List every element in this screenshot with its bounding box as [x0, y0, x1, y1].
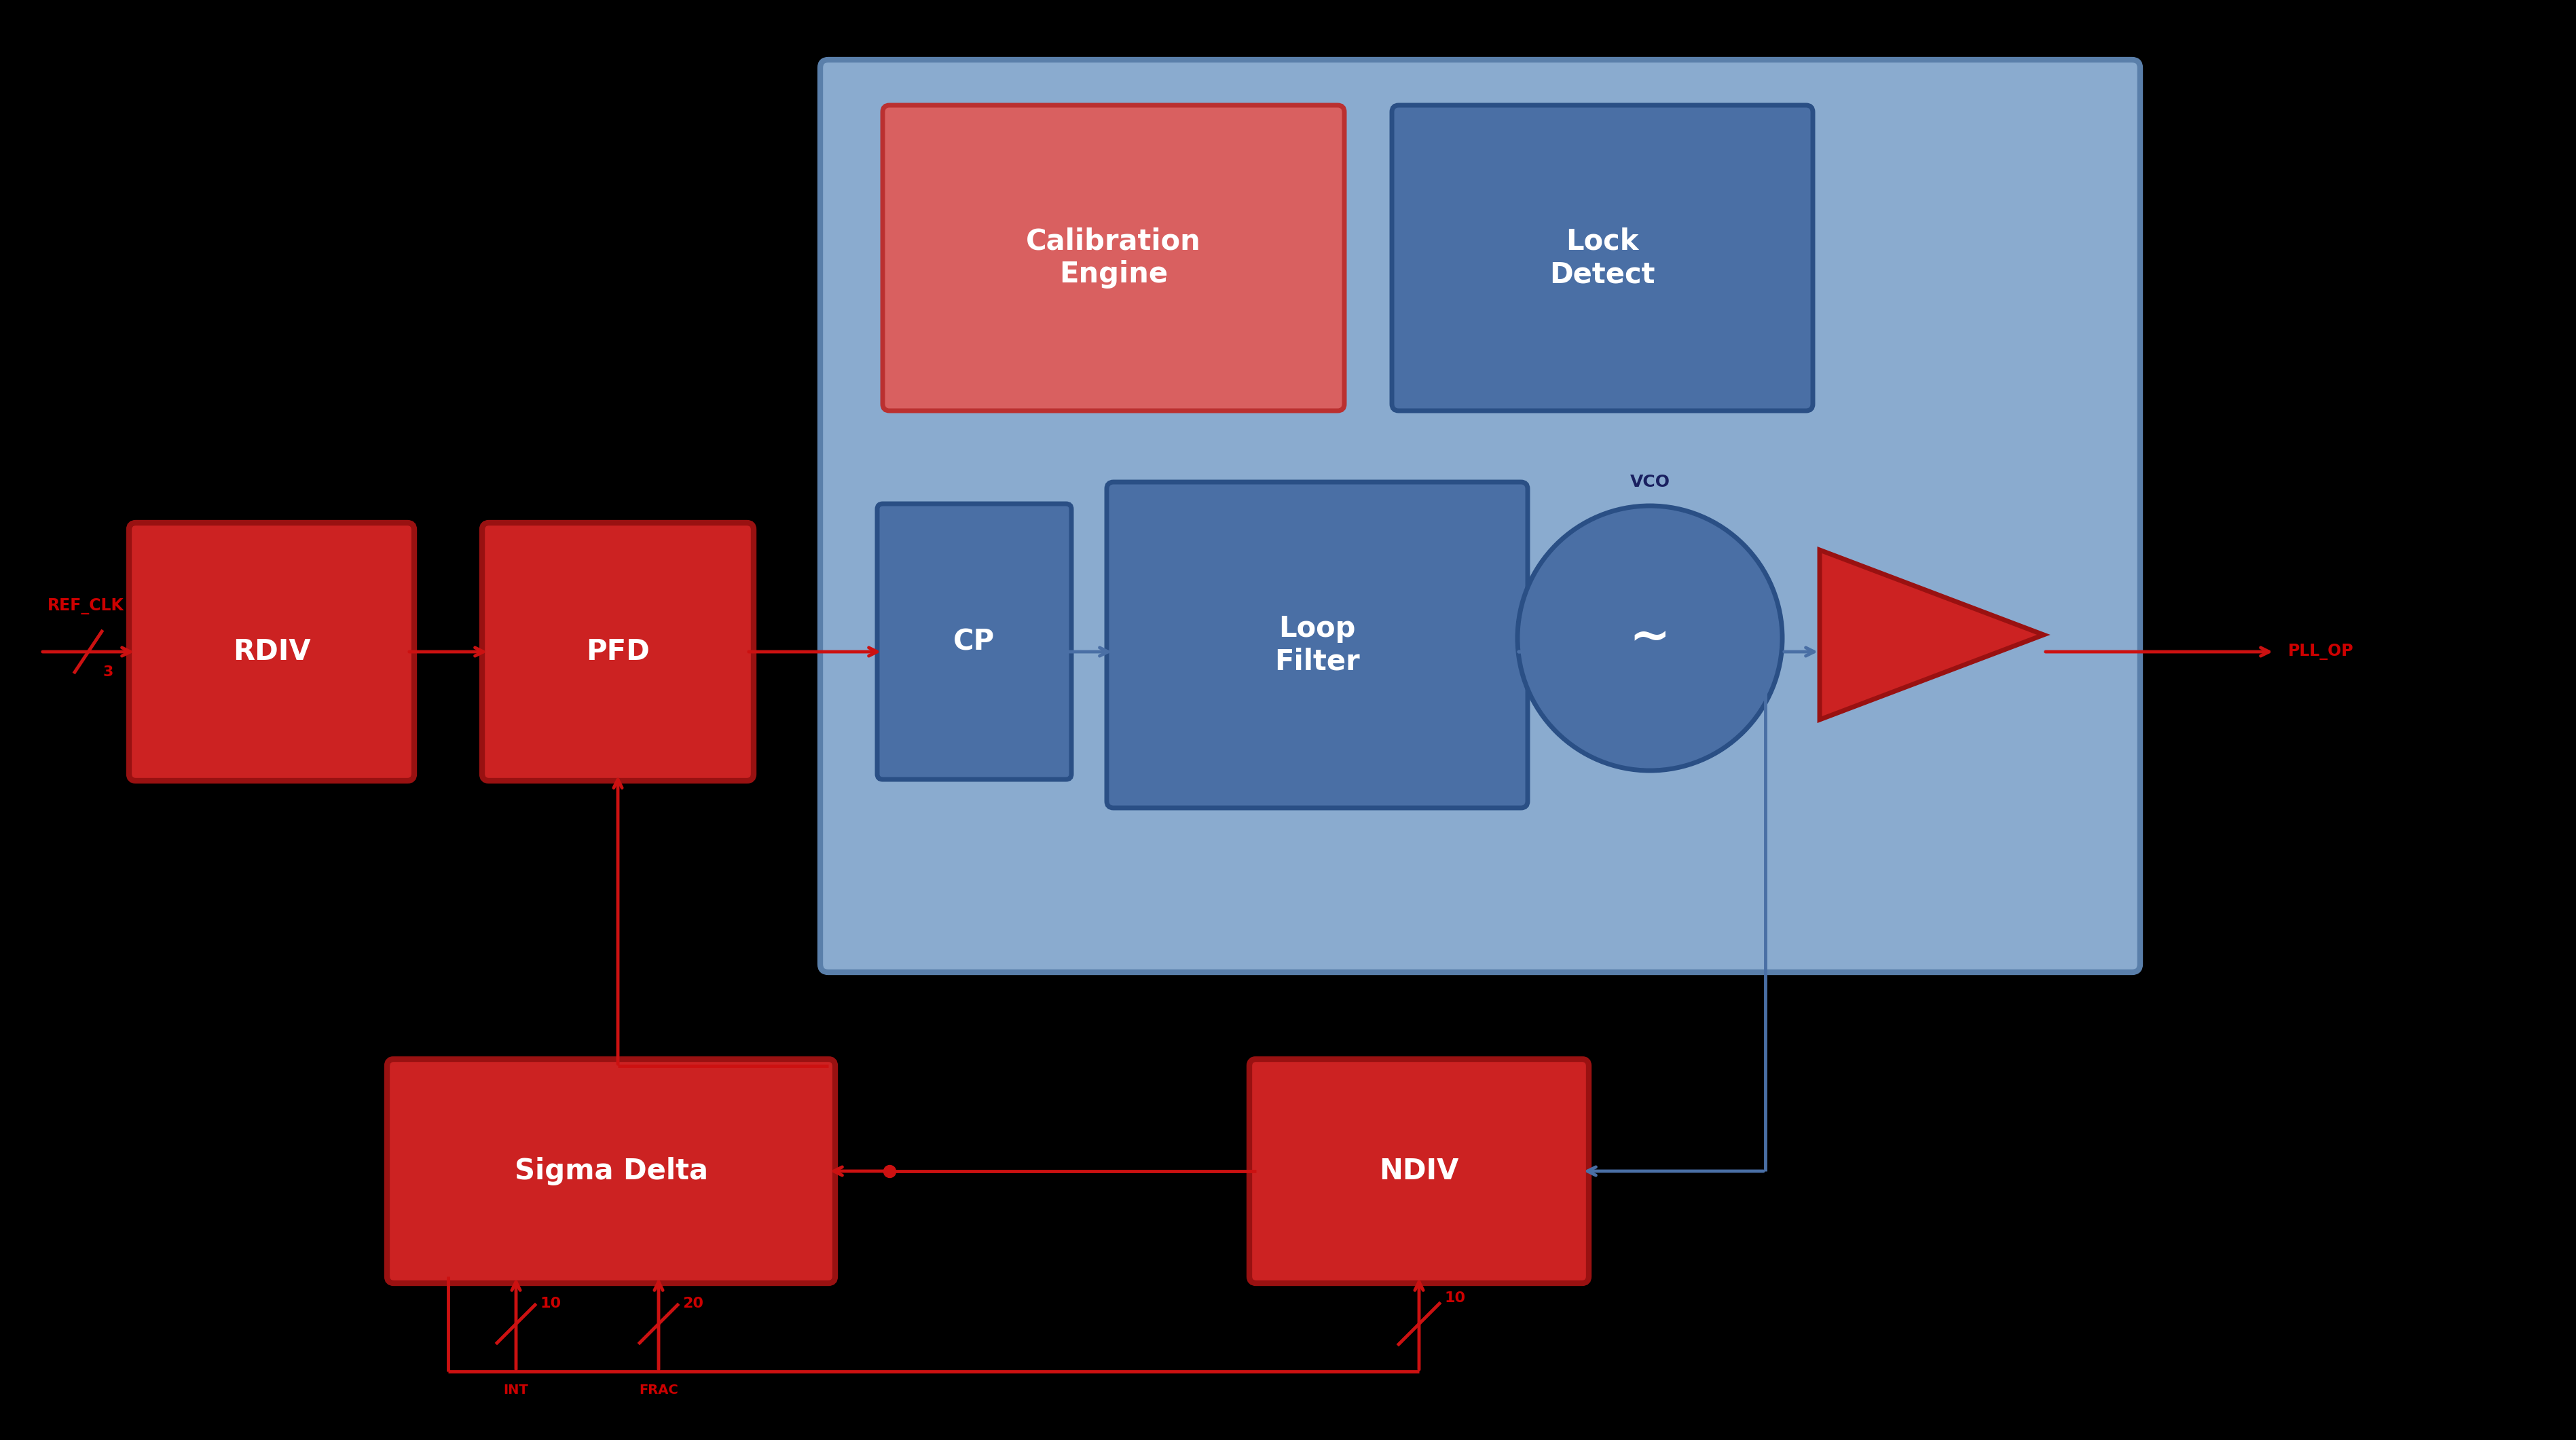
Text: Loop
Filter: Loop Filter — [1275, 615, 1360, 675]
Text: VCO: VCO — [1631, 474, 1669, 490]
FancyBboxPatch shape — [1391, 105, 1814, 410]
FancyBboxPatch shape — [386, 1060, 835, 1283]
Text: INT: INT — [502, 1384, 528, 1397]
FancyBboxPatch shape — [1108, 482, 1528, 808]
Text: Lock
Detect: Lock Detect — [1551, 228, 1656, 289]
Text: PLL_OP: PLL_OP — [2287, 644, 2354, 660]
FancyBboxPatch shape — [482, 523, 755, 780]
Circle shape — [1517, 505, 1783, 770]
Text: NDIV: NDIV — [1378, 1156, 1458, 1185]
FancyBboxPatch shape — [129, 523, 415, 780]
Text: Calibration
Engine: Calibration Engine — [1025, 228, 1200, 289]
FancyBboxPatch shape — [819, 59, 2141, 972]
FancyBboxPatch shape — [878, 504, 1072, 779]
Text: PFD: PFD — [585, 638, 649, 667]
Text: 3: 3 — [103, 665, 113, 678]
Text: 10: 10 — [541, 1297, 562, 1310]
Text: 20: 20 — [683, 1297, 703, 1310]
Text: 10: 10 — [1445, 1292, 1466, 1305]
Text: Sigma Delta: Sigma Delta — [515, 1156, 708, 1185]
Text: ~: ~ — [1631, 615, 1669, 661]
Polygon shape — [1819, 550, 2043, 720]
Text: RDIV: RDIV — [232, 638, 312, 667]
Text: FRAC: FRAC — [639, 1384, 677, 1397]
Text: CP: CP — [953, 628, 994, 655]
FancyBboxPatch shape — [1249, 1060, 1589, 1283]
FancyBboxPatch shape — [884, 105, 1345, 410]
Text: REF_CLK: REF_CLK — [46, 598, 124, 615]
